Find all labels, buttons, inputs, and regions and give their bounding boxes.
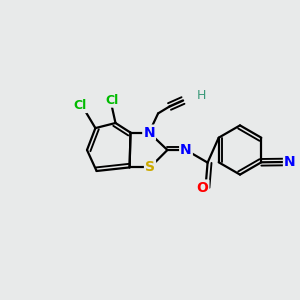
Text: N: N xyxy=(180,143,192,157)
Text: O: O xyxy=(196,181,208,194)
Text: H: H xyxy=(196,89,206,103)
Text: Cl: Cl xyxy=(106,94,119,107)
Text: S: S xyxy=(145,160,155,174)
Text: Cl: Cl xyxy=(74,99,87,112)
Text: N: N xyxy=(143,126,155,140)
Text: N: N xyxy=(284,155,296,169)
